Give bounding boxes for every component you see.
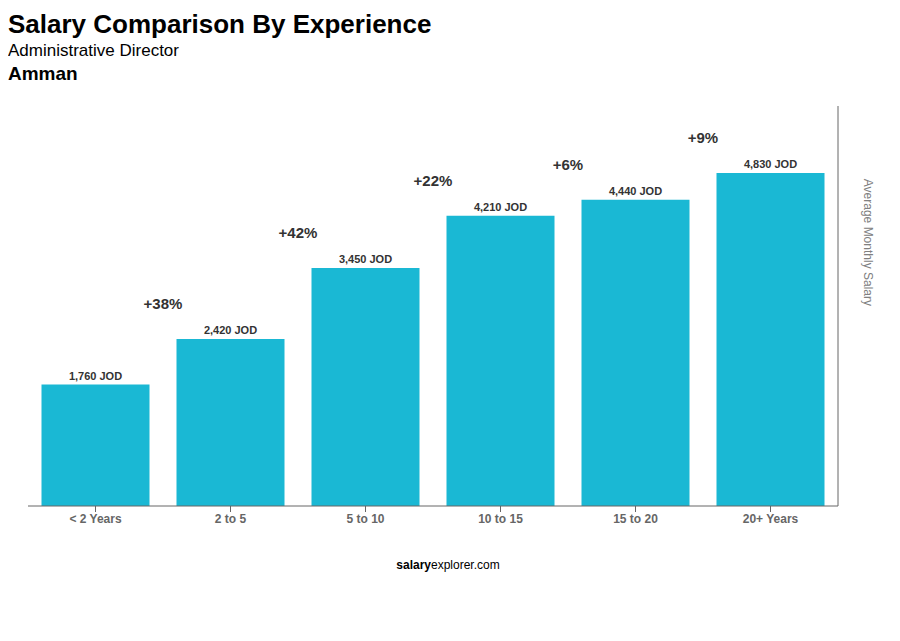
svg-text:4,440 JOD: 4,440 JOD [609, 185, 662, 197]
svg-text:4,830 JOD: 4,830 JOD [744, 158, 797, 170]
svg-text:1,760 JOD: 1,760 JOD [69, 370, 122, 382]
svg-text:+9%: +9% [688, 129, 718, 146]
svg-text:20+ Years: 20+ Years [743, 512, 799, 526]
svg-text:+38%: +38% [144, 295, 183, 312]
svg-text:+22%: +22% [414, 172, 453, 189]
svg-text:3,450 JOD: 3,450 JOD [339, 253, 392, 265]
svg-text:2,420 JOD: 2,420 JOD [204, 324, 257, 336]
svg-text:15 to 20: 15 to 20 [613, 512, 658, 526]
svg-text:Average Monthly Salary: Average Monthly Salary [861, 179, 875, 306]
svg-text:< 2 Years: < 2 Years [69, 512, 121, 526]
html-text:Amman: Amman [8, 63, 78, 84]
html-text:Salary Comparison By Experienc: Salary Comparison By Experience [8, 9, 432, 39]
svg-text:10 to 15: 10 to 15 [478, 512, 523, 526]
svg-text:5 to 10: 5 to 10 [346, 512, 384, 526]
svg-text:+6%: +6% [553, 156, 583, 173]
svg-text:4,210 JOD: 4,210 JOD [474, 201, 527, 213]
html-text:salary explorer.com: salary explorer.com [396, 558, 500, 572]
svg-text:2 to 5: 2 to 5 [215, 512, 247, 526]
svg-text:+42%: +42% [279, 224, 318, 241]
html-text:Administrative Director: Administrative Director [8, 41, 179, 60]
